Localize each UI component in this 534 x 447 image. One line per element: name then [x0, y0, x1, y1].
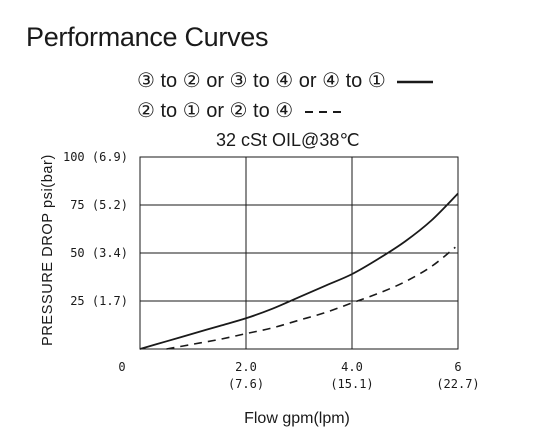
legend-label-dashed: ② to ① or ② to ④ [137, 100, 294, 122]
x-tick-labels: 0 2.0 (7.6) 4.0 (15.1) 6 (22.7) [118, 360, 479, 391]
chart-title: Performance Curves [26, 22, 269, 52]
series-line-dashed [166, 246, 456, 350]
y-tick-label: 25 (1.7) [70, 294, 128, 308]
chart-subtitle: 32 cSt OIL@38℃ [216, 130, 360, 150]
x-tick-label: 0 [118, 360, 125, 374]
series-layer [139, 192, 459, 350]
y-tick-label: 100 (6.9) [63, 150, 128, 164]
y-tick-label: 50 (3.4) [70, 246, 128, 260]
x-tick-sublabel: (7.6) [228, 377, 264, 391]
x-tick-label: 4.0 [341, 360, 363, 374]
legend-label-solid: ③ to ② or ③ to ④ or ④ to ① [137, 70, 386, 92]
legend-entry-dashed: ② to ① or ② to ④ [137, 98, 345, 123]
y-axis-title: PRESSURE DROP psi(bar) [40, 154, 56, 346]
y-tick-label: 75 (5.2) [70, 198, 128, 212]
x-axis-title: Flow gpm(lpm) [244, 410, 350, 427]
y-tick-labels: 25 (1.7) 50 (3.4) 75 (5.2) 100 (6.9) [63, 150, 128, 308]
x-tick-sublabel: (15.1) [330, 377, 373, 391]
x-tick-sublabel: (22.7) [436, 377, 479, 391]
x-tick-label: 6 [454, 360, 461, 374]
series-line-solid [139, 192, 459, 350]
grid-layer [139, 156, 459, 350]
legend-swatch-solid [397, 80, 434, 83]
x-tick-label: 2.0 [235, 360, 257, 374]
legend-swatch-dashed [304, 110, 345, 113]
legend-entry-solid: ③ to ② or ③ to ④ or ④ to ① [137, 68, 434, 93]
